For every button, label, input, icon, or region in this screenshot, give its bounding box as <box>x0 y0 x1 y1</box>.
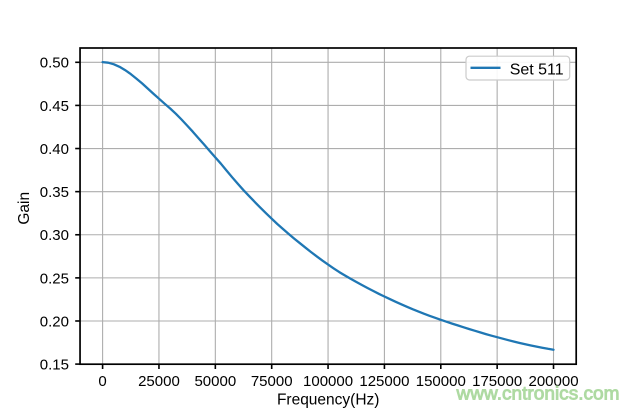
svg-text:Frequency(Hz): Frequency(Hz) <box>277 392 380 409</box>
svg-text:200000: 200000 <box>528 373 578 390</box>
svg-text:0.25: 0.25 <box>40 270 69 287</box>
svg-text:0: 0 <box>98 373 106 390</box>
svg-text:75000: 75000 <box>251 373 293 390</box>
svg-text:0.15: 0.15 <box>40 357 69 374</box>
svg-text:50000: 50000 <box>194 373 236 390</box>
svg-text:0.45: 0.45 <box>40 98 69 115</box>
svg-text:25000: 25000 <box>138 373 180 390</box>
svg-text:175000: 175000 <box>472 373 522 390</box>
svg-text:0.35: 0.35 <box>40 184 69 201</box>
svg-text:100000: 100000 <box>303 373 353 390</box>
svg-text:Set 511: Set 511 <box>510 61 564 78</box>
svg-text:0.30: 0.30 <box>40 227 69 244</box>
svg-text:0.20: 0.20 <box>40 313 69 330</box>
svg-text:0.40: 0.40 <box>40 141 69 158</box>
svg-text:Gain: Gain <box>16 192 33 225</box>
svg-text:125000: 125000 <box>359 373 409 390</box>
svg-text:www.cntronics.com: www.cntronics.com <box>455 383 619 404</box>
svg-text:0.50: 0.50 <box>40 55 69 72</box>
svg-text:150000: 150000 <box>416 373 466 390</box>
